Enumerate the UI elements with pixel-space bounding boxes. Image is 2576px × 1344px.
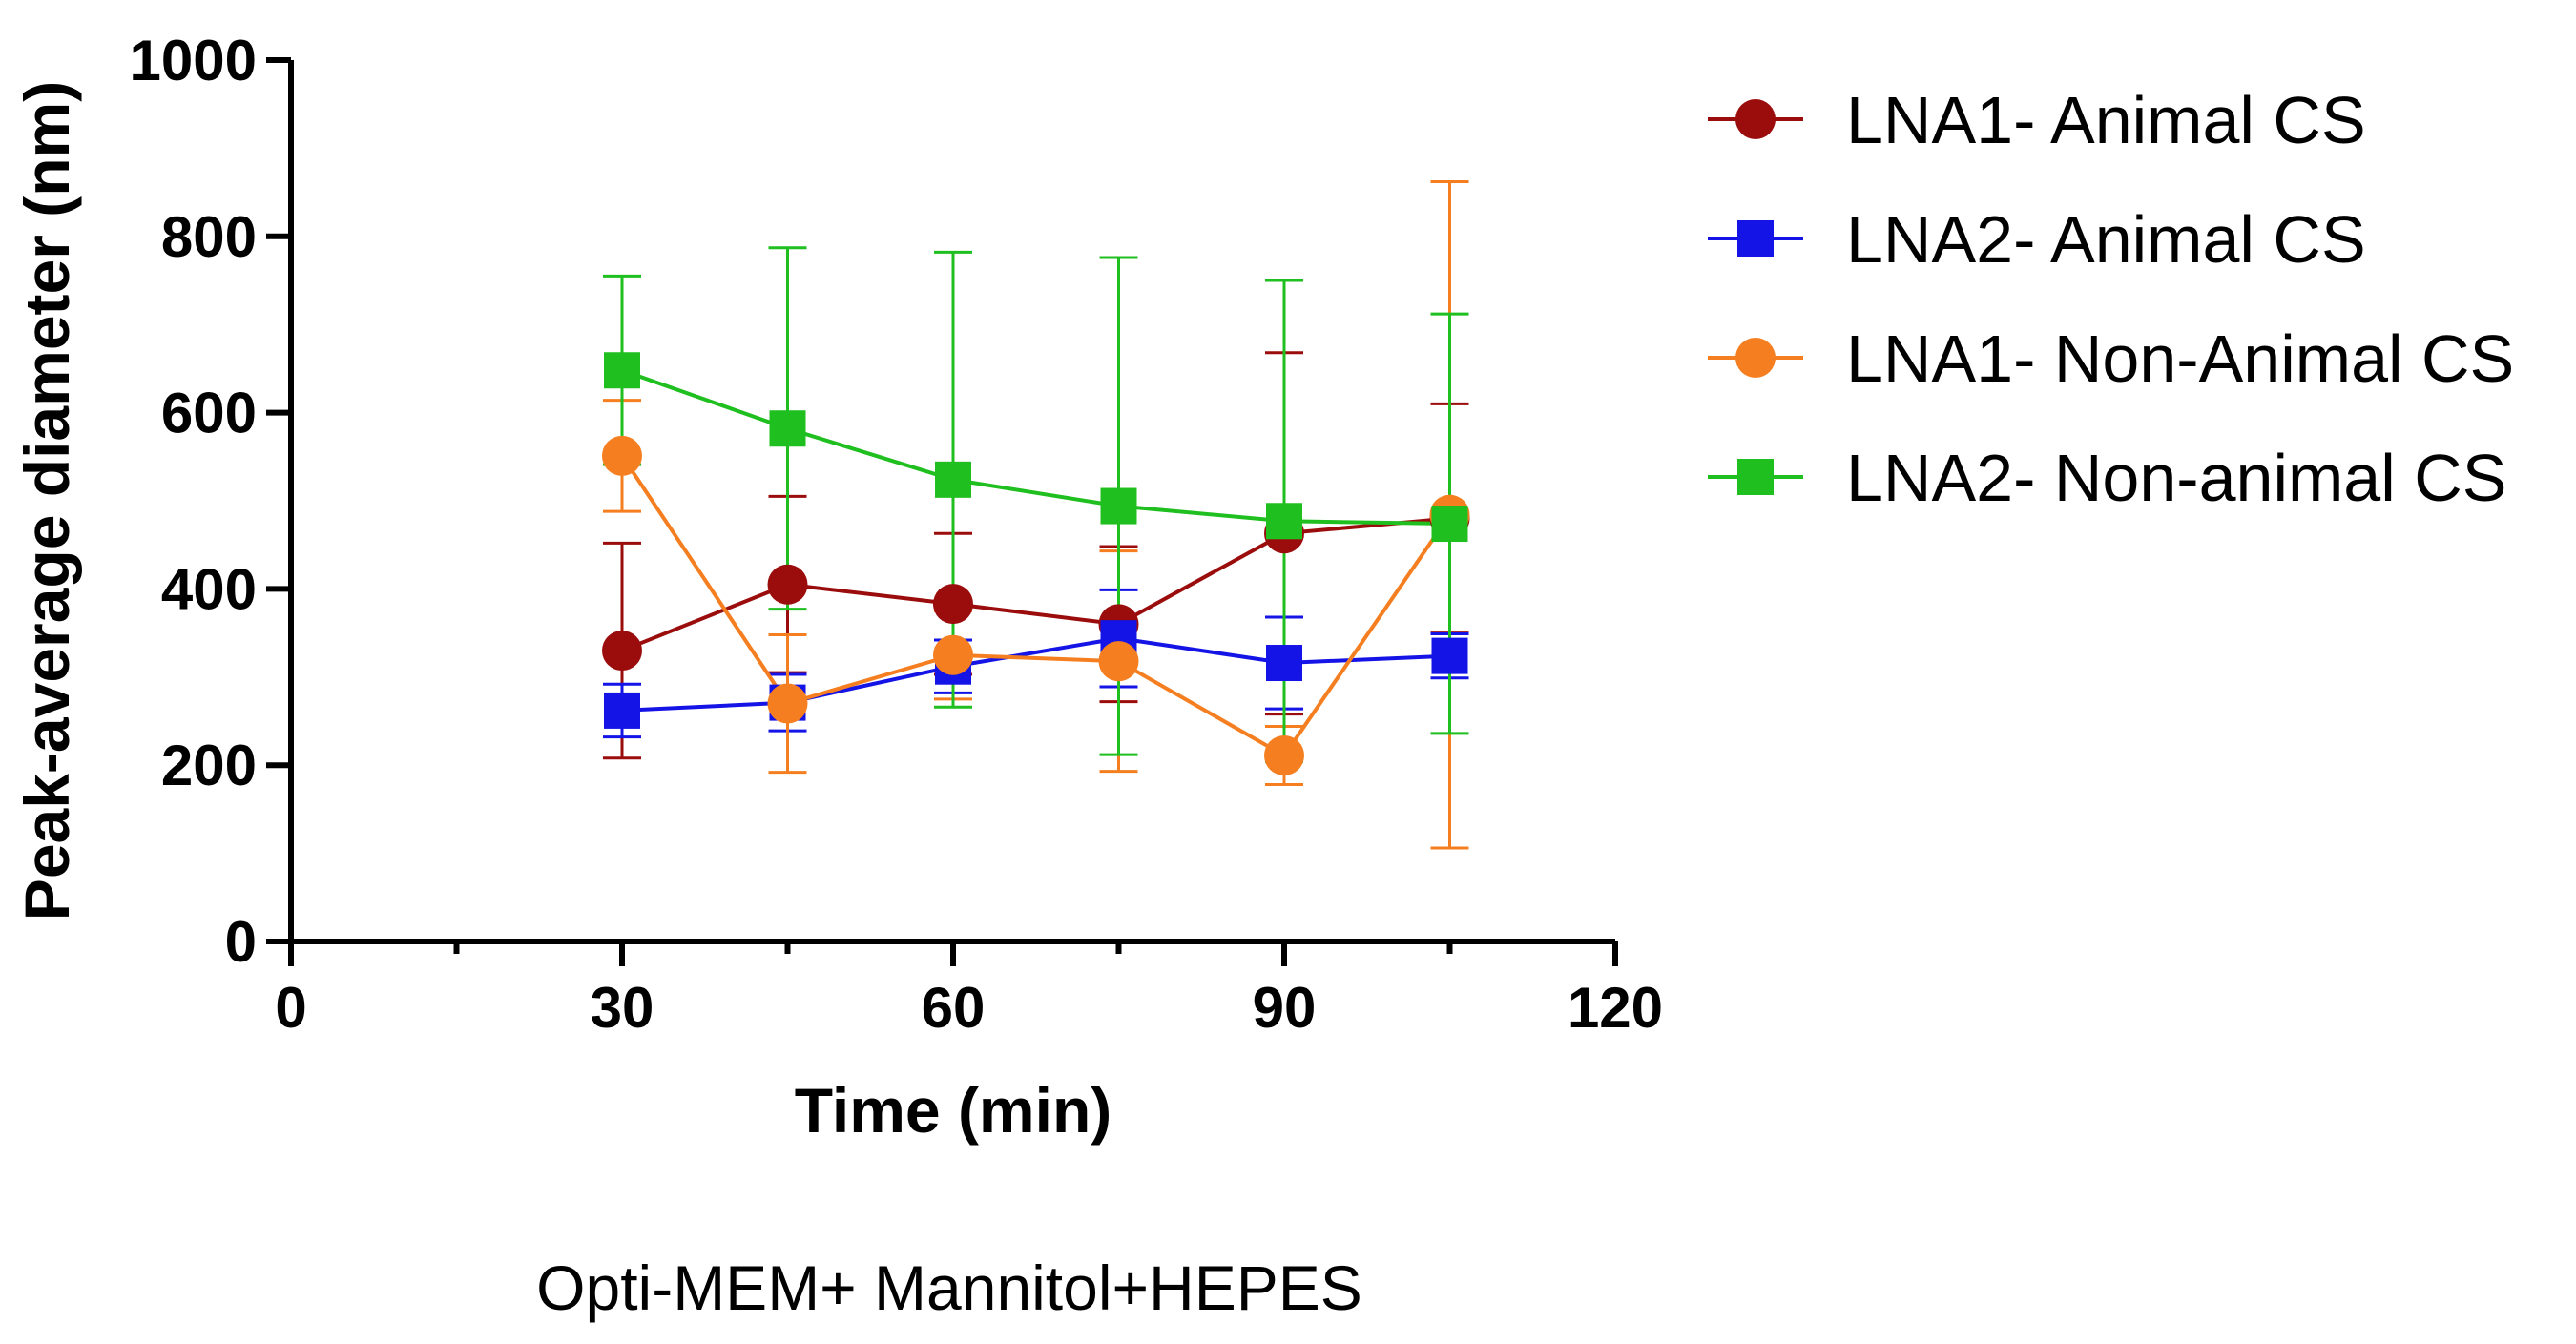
x-tick-label: 120 [1568,976,1663,1040]
series-line [620,454,1452,758]
data-point [604,352,640,389]
legend-label: LNA1- Non-Animal CS [1846,321,2514,396]
legend-marker [1735,99,1776,139]
data-point [1431,506,1468,543]
x-tick-label: 60 [922,976,986,1040]
data-point [769,410,806,447]
legend-label: LNA2- Non-animal CS [1846,441,2506,515]
x-tick-label: 90 [1253,976,1317,1040]
error-bars-layer [603,180,1469,850]
ticks-layer: 0 30 60 90 120 0 200 400 600 800 1000 [130,29,1664,1040]
data-point [1100,487,1137,525]
data-point [1098,641,1139,682]
data-point [1264,735,1304,776]
data-point [602,631,642,672]
legend: LNA1- Animal CS LNA2- Animal CS LNA1- Non-… [1708,83,2514,515]
y-tick-label: 200 [161,734,257,797]
y-tick-label: 600 [161,382,257,445]
chart-caption: Opti-MEM+ Mannitol+HEPES [536,1252,1362,1323]
data-point [935,461,971,498]
y-axis-title: Peak-average diameter (nm) [11,81,82,920]
legend-label: LNA1- Animal CS [1846,83,2366,157]
y-tick-label: 1000 [130,29,257,93]
data-point [767,683,808,724]
data-point [1266,645,1302,682]
data-point [767,564,808,605]
legend-label: LNA2- Animal CS [1846,202,2366,277]
data-point [604,692,640,729]
data-point [933,634,973,675]
x-axis-title: Time (min) [795,1075,1111,1146]
y-tick-label: 0 [225,910,257,974]
legend-marker [1737,459,1774,495]
x-tick-label: 0 [275,976,306,1040]
legend-marker [1737,220,1774,257]
data-point [1266,503,1302,540]
x-tick-label: 30 [591,976,654,1040]
markers-layer [602,352,1470,776]
data-point [602,435,642,476]
data-point [1431,637,1468,674]
series-line [621,516,1450,652]
series-lines-layer [620,368,1452,758]
series-line [621,368,1450,527]
series-line [621,636,1450,713]
y-tick-label: 400 [161,557,257,621]
data-point [933,584,973,625]
y-tick-label: 800 [161,205,257,269]
legend-marker [1735,338,1776,378]
